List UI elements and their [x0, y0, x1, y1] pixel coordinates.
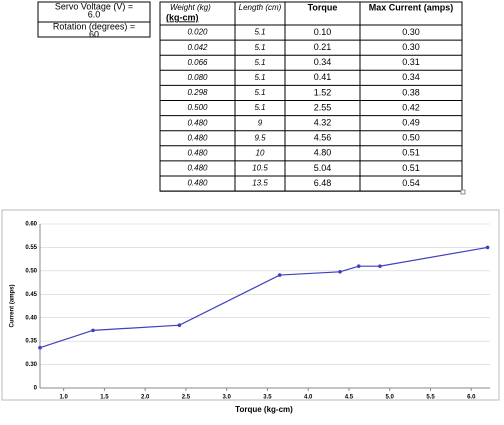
table-cell: 5.1 — [254, 28, 265, 37]
table-cell: 4.32 — [314, 118, 332, 128]
table-cell: 0.480 — [187, 118, 208, 127]
table-cell: 0.066 — [187, 58, 208, 67]
table-cell: 10.5 — [252, 164, 268, 173]
header-unit: (kg-cm) — [166, 12, 199, 22]
table-cell: 0.020 — [187, 28, 208, 37]
table-cell: 0.41 — [314, 72, 332, 82]
x-tick-label: 4.0 — [304, 395, 313, 401]
x-tick-label: 2.0 — [141, 395, 150, 401]
table-cell: 0.34 — [402, 72, 420, 82]
x-tick-label: 5.5 — [426, 395, 435, 401]
x-tick-label: 3.0 — [223, 395, 232, 401]
table-cell: 5.04 — [314, 163, 332, 173]
y-tick-label: 0.60 — [25, 222, 37, 228]
table-cell: 6.48 — [314, 178, 332, 188]
data-point — [38, 345, 42, 350]
y-tick-label: 0.30 — [25, 362, 37, 368]
table-cell: 0.51 — [402, 163, 420, 173]
y-tick-label: 0 — [34, 386, 38, 392]
x-tick-label: 1.5 — [100, 395, 109, 401]
column-header: Max Current (amps) — [369, 2, 454, 12]
table-cell: 0.49 — [402, 118, 420, 128]
table-cell: 0.31 — [402, 57, 420, 67]
table-cell: 0.21 — [314, 42, 332, 52]
table-cell: 0.34 — [314, 57, 332, 67]
x-axis-label: Torque (kg-cm) — [235, 405, 293, 414]
data-point — [338, 269, 342, 274]
info-value: 60 — [89, 29, 99, 39]
table-cell: 0.38 — [402, 87, 420, 97]
table-cell: 0.30 — [402, 27, 420, 37]
table-cell: 9.5 — [254, 133, 266, 142]
table-cell: 0.50 — [402, 133, 420, 143]
data-point — [91, 328, 95, 333]
y-tick-label: 0.40 — [25, 315, 37, 321]
x-tick-label: 3.5 — [263, 395, 272, 401]
data-point — [177, 323, 182, 328]
y-tick-label: 0.35 — [25, 339, 37, 345]
table-cell: 4.56 — [314, 133, 332, 143]
x-tick-label: 6.0 — [467, 395, 476, 401]
x-tick-label: 4.5 — [345, 395, 354, 401]
table-cell: 0.080 — [187, 73, 208, 82]
y-tick-label: 0.55 — [25, 245, 37, 251]
data-line — [39, 246, 488, 349]
table-cell: 0.30 — [402, 42, 420, 52]
info-value: 6.0 — [88, 9, 101, 19]
table-cell: 1.52 — [314, 87, 332, 97]
table-cell: 2.55 — [314, 102, 332, 112]
table-cell: 0.298 — [187, 88, 208, 97]
table-cell: 0.042 — [187, 43, 208, 52]
column-header: Torque — [308, 2, 338, 12]
table-cell: 4.80 — [314, 148, 332, 158]
y-tick-label: 0.50 — [25, 268, 37, 274]
x-tick-label: 2.5 — [182, 395, 191, 401]
table-cell: 13.5 — [252, 179, 268, 188]
table-cell: 0.10 — [314, 27, 332, 37]
table-cell: 0.480 — [187, 133, 208, 142]
table-cell: 5.1 — [254, 43, 265, 52]
table-cell: 5.1 — [254, 103, 265, 112]
table-cell: 0.42 — [402, 102, 420, 112]
table-cell: 5.1 — [254, 73, 265, 82]
column-header: Length (cm) — [239, 3, 282, 12]
table-cell: 0.51 — [402, 148, 420, 158]
table-cell: 0.480 — [187, 148, 208, 157]
column-header: Weight (kg) — [170, 3, 211, 12]
info-box — [37, 1, 151, 38]
info-label: Servo Voltage (V) = — [55, 1, 133, 11]
info-label: Rotation (degrees) = — [53, 21, 135, 31]
table-cell: 0.500 — [187, 103, 208, 112]
chart-frame — [1, 209, 500, 401]
table-cell: 0.480 — [187, 179, 208, 188]
table-cell: 5.1 — [254, 88, 265, 97]
resize-handle — [460, 189, 466, 195]
table-cell: 9 — [258, 118, 263, 127]
table-cell: 0.480 — [187, 164, 208, 173]
data-point — [485, 245, 490, 250]
x-tick-label: 5.0 — [386, 395, 395, 401]
y-axis-label: Current (amps) — [10, 284, 16, 327]
data-point — [356, 264, 361, 268]
table-cell: 5.1 — [254, 58, 265, 67]
data-point — [378, 264, 382, 268]
table-cell: 0.54 — [402, 178, 420, 188]
data-point — [277, 273, 282, 277]
table-cell: 10 — [256, 148, 265, 157]
y-tick-label: 0.45 — [25, 292, 37, 298]
x-tick-label: 1.0 — [59, 395, 68, 401]
